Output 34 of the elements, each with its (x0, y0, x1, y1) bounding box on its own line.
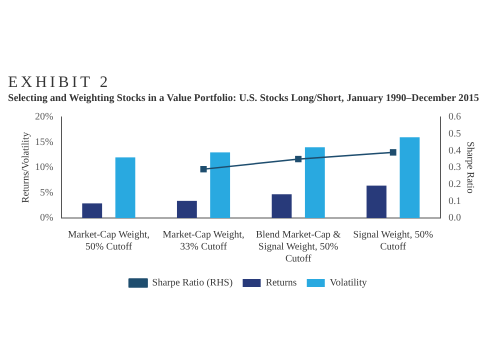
x-tick-label: Market-Cap Weight, 33% Cutoff (162, 230, 244, 253)
y2-tick-label: 0.3 (448, 162, 461, 174)
bar (115, 157, 136, 218)
y-tick-label: 0% (40, 212, 54, 224)
bar (400, 137, 420, 218)
legend-label: Volatility (330, 278, 367, 289)
y-tick-label: 15% (34, 136, 54, 148)
bar (272, 194, 292, 218)
legend-label: Returns (266, 278, 297, 289)
bar (366, 186, 386, 218)
bar (176, 200, 197, 218)
y-tick-label: 10% (34, 162, 54, 174)
point (295, 156, 302, 162)
y2-axis-title: Sharpe Ratio (464, 142, 476, 194)
x-tick-label: Signal Weight, 50% Cutoff (353, 230, 434, 253)
y2-tick-label: 0.0 (448, 212, 461, 224)
y2-tick-label: 0.5 (448, 128, 461, 140)
bar (210, 152, 230, 218)
y-tick-label: 20% (34, 112, 54, 123)
y-tick-label: 5% (40, 187, 54, 198)
legend-label: Sharpe Ratio (RHS) (152, 278, 233, 289)
bar (82, 203, 102, 218)
point (390, 149, 396, 156)
chart-title: EXHIBIT 2 (8, 74, 111, 92)
y2-tick-label: 0.2 (448, 178, 461, 190)
x-tick-label: Market-Cap Weight, 50% Cutoff (68, 230, 150, 253)
point (200, 166, 207, 172)
x-tick-label: Blend Market-Cap & Signal Weight, 50% Cutoff (256, 230, 342, 265)
y2-tick-label: 0.6 (448, 112, 461, 123)
y-axis-title: Returns/Volatility (20, 132, 32, 203)
y2-tick-label: 0.4 (448, 145, 461, 156)
bar (304, 147, 325, 218)
chart-subtitle: Selecting and Weighting Stocks in a Value Portfolio: U.S. Stocks Long/Short, January 1990–December 2015 (8, 93, 480, 104)
y2-tick-label: 0.1 (448, 196, 461, 207)
